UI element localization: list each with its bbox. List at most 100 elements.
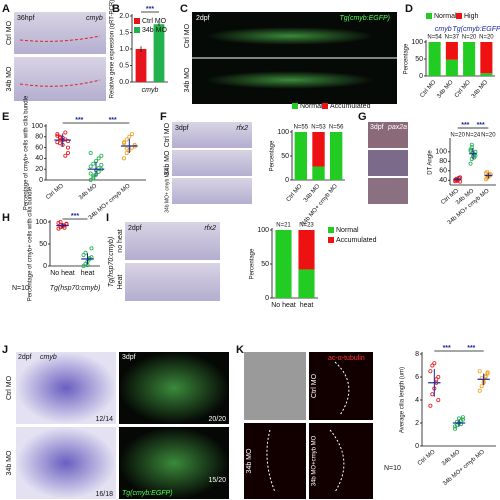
n-label: N=20 [462,35,477,41]
dashed-line [19,35,101,42]
data-point [479,384,484,389]
label: cmyb [40,354,57,361]
data-point [460,417,465,422]
panel-letter: D [405,3,413,15]
panel-j-images: J 2dpf cmyb 3dpf Tg(cmyb:EGFP) Ctrl MO 3… [2,344,229,499]
data-point [129,132,134,137]
data-point [430,363,435,368]
data-point [122,141,127,146]
y-tick-label: 40 [439,177,447,184]
bar-segment [463,42,476,76]
x-tick-label: heat [300,302,314,309]
panel-letter: J [2,344,8,356]
significance-label: *** [443,345,451,352]
y-axis-label: Percentage [250,248,256,279]
label: cmyb [86,15,103,22]
data-point [124,150,129,155]
n-label: N=55 [294,125,309,131]
legend-label: Accumulated [330,103,371,110]
label: rfx2 [204,225,216,232]
data-point [436,374,441,379]
micrograph [14,57,106,101]
label: Tg(cmyb:EGFP) [122,490,173,497]
y-axis-label: Percentage of cmyb+ cells with cilia bun… [28,186,34,301]
count-label: 15/20 [208,477,226,484]
data-point [89,246,94,251]
legend-label: Normal [434,13,457,20]
row-label: Ctrl MO [184,23,191,48]
data-point [436,397,441,402]
bar-segment [298,269,315,298]
label: 3dpf [175,125,189,132]
data-point [58,219,63,224]
bar-segment [298,230,315,270]
data-point [91,161,96,166]
panel-a-images: A 36hpf cmyb Ctrl MO 34b MO [2,3,106,101]
panel-letter: F [160,111,167,123]
data-point [469,142,474,147]
micrograph [125,263,220,301]
y-tick-label: 80 [439,158,447,165]
panel-letter: H [2,212,10,224]
bar-segment [428,42,441,76]
panel-letter: A [2,3,10,15]
bar-segment [312,166,325,180]
significance-label: *** [146,6,154,13]
legend-swatch [292,103,298,109]
bar-segment [275,230,292,298]
data-point [66,145,71,150]
data-point [460,415,465,420]
y-tick-label: 0 [39,177,43,184]
row-label: Ctrl MO [6,20,13,45]
significance-label: *** [467,345,475,352]
label: 2dpf [18,354,32,361]
micrograph [119,352,229,424]
y-tick-label: 50 [261,261,269,268]
label: 3dpf [122,354,136,361]
panel-f-images: 3dpf rfx2 Ctrl MO 34b MO 34b MO+ cmyb MO [164,122,252,213]
legend-label: High [464,13,479,20]
label: ac-α-tubulin [328,355,365,362]
row-label: 34b MO [6,66,13,91]
y-tick-label: 100 [31,123,43,130]
x-tick-label: Ctrl MO [419,79,437,99]
label: pax2a [387,124,407,131]
micrograph [368,178,408,204]
legend-swatch [426,13,432,19]
y-tick-label: 60 [35,144,43,151]
micrograph [16,352,116,424]
y-tick-label: 4 [415,397,419,404]
data-point [99,162,104,167]
group-label: Tg(cmyb:EGFP) [452,26,500,33]
y-axis-label: Average cilia length (um) [400,367,406,433]
y-tick-label: 60 [439,168,447,175]
data-point [469,145,474,150]
n-label: N=54 [427,35,442,41]
label: 2dpf [196,15,210,22]
count-label: 16/18 [95,491,113,498]
significance-label: *** [109,117,117,124]
y-tick-label: 100 [411,39,423,46]
row-label: 34b MO [184,67,191,92]
panel-letter: I [106,212,109,224]
data-point [432,361,437,366]
n-label: N=21 [276,223,291,229]
panel-letter: K [236,344,244,356]
y-tick-label: 50 [281,153,289,160]
y-tick-label: 1.0 [119,46,129,53]
y-tick-label: 100 [257,227,269,234]
y-tick-label: 0.0 [119,79,129,86]
y-axis-label: Relative gene expression (qRT-PCR) [110,0,116,98]
data-point [96,156,101,161]
data-point [63,153,68,158]
micrograph [368,122,408,148]
micrograph [172,122,252,148]
data-point [468,148,473,153]
data-point [99,153,104,158]
y-axis-label: Percentage [270,140,276,171]
count-label: 20/20 [208,416,226,423]
x-tick-label: 34b MO [78,183,98,202]
data-point [66,150,71,155]
data-point [55,132,60,137]
